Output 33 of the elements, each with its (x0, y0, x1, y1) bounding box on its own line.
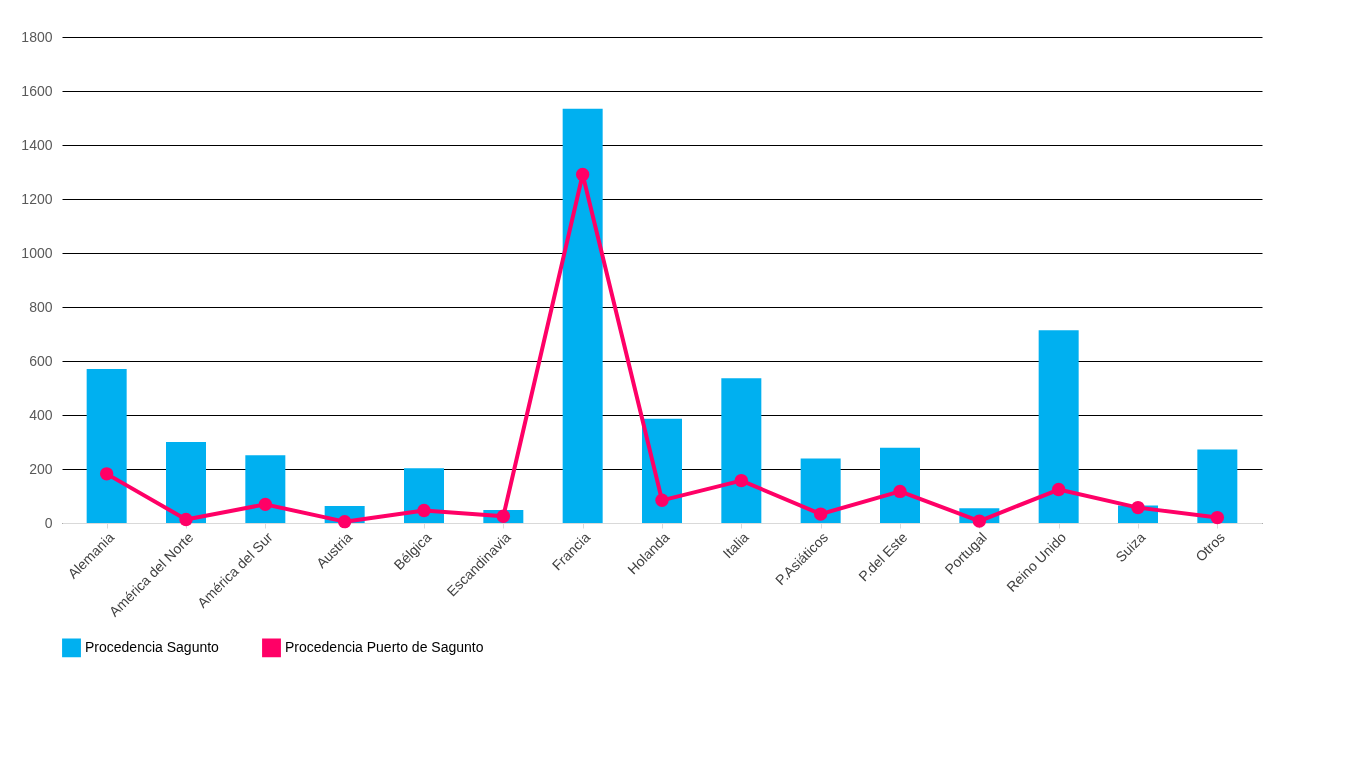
bar (880, 447, 920, 523)
point (1051, 482, 1066, 497)
point (99, 467, 114, 481)
bar (1197, 449, 1238, 523)
point (258, 497, 273, 512)
bar (721, 378, 762, 523)
bar (562, 108, 603, 523)
y-tick-label: 200 (29, 460, 53, 477)
y-tick-label: 1400 (21, 136, 53, 153)
point (575, 167, 590, 182)
point (1210, 510, 1225, 525)
point (496, 509, 511, 523)
y-tick-label: 0 (44, 514, 53, 531)
point (893, 484, 907, 499)
y-tick-label: 800 (29, 298, 53, 315)
y-tick-label: 1000 (21, 244, 53, 261)
y-tick-label: 1800 (21, 28, 53, 45)
point (655, 493, 669, 508)
point (813, 507, 828, 521)
bar (166, 442, 206, 523)
y-tick-label: 1200 (21, 190, 53, 207)
point (734, 473, 749, 488)
point (972, 514, 987, 528)
legend-label: Procedencia Puerto de Sagunto (285, 638, 484, 655)
y-tick-label: 1600 (21, 82, 53, 99)
legend-label: Procedencia Sagunto (85, 638, 220, 655)
bar (86, 369, 127, 523)
point (417, 503, 431, 518)
point (179, 512, 193, 527)
y-tick-label: 400 (29, 406, 53, 423)
bar (245, 455, 286, 523)
bar (1038, 330, 1079, 523)
y-tick-label: 600 (29, 352, 53, 369)
